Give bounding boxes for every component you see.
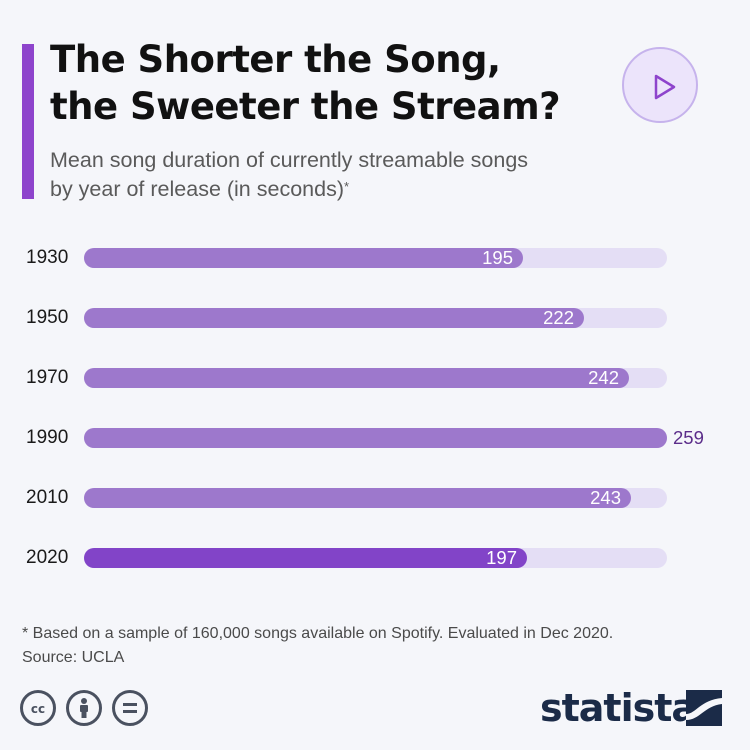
no-derivatives-icon[interactable] [112, 690, 148, 726]
category-label: 1970 [26, 367, 69, 388]
bar [84, 428, 667, 448]
footnote-note: * Based on a sample of 160,000 songs ava… [22, 625, 614, 642]
footnote-source: Source: UCLA [22, 649, 125, 666]
statista-logo[interactable]: statista [540, 684, 730, 732]
brand-name: statista [540, 686, 697, 730]
svg-text:cc: cc [31, 702, 45, 716]
category-label: 1950 [26, 307, 69, 328]
bar [84, 368, 629, 388]
category-label: 1930 [26, 247, 69, 268]
bar [84, 248, 523, 268]
bar-row-1930: 1930 195 [0, 246, 750, 270]
accent-bar [22, 44, 34, 199]
bar [84, 488, 631, 508]
footnote: * Based on a sample of 160,000 songs ava… [22, 622, 742, 670]
data-label: 197 [486, 547, 517, 568]
category-label: 1990 [26, 427, 69, 448]
chart-title: The Shorter the Song, the Sweeter the St… [50, 36, 610, 130]
data-label: 259 [673, 427, 704, 448]
footnote-marker: * [343, 179, 350, 194]
bar-row-1950: 1950 222 [0, 306, 750, 330]
chart-subtitle: Mean song duration of currently streamab… [50, 146, 690, 204]
data-label: 242 [588, 367, 619, 388]
subtitle-line-2-text: by year of release (in seconds) [50, 177, 344, 201]
data-label: 195 [482, 247, 513, 268]
bar-row-1970: 1970 242 [0, 366, 750, 390]
data-label: 222 [543, 307, 574, 328]
title-line-2: the Sweeter the Stream? [50, 85, 561, 128]
bar [84, 548, 527, 568]
cc-icon[interactable]: cc [20, 690, 56, 726]
category-label: 2010 [26, 487, 69, 508]
bar-row-1990: 1990 259 [0, 426, 750, 450]
bar [84, 308, 584, 328]
subtitle-line-2: by year of release (in seconds)* [50, 175, 690, 204]
subtitle-line-1: Mean song duration of currently streamab… [50, 148, 529, 172]
category-label: 2020 [26, 547, 69, 568]
bar-row-2020: 2020 197 [0, 546, 750, 570]
play-button[interactable] [622, 47, 698, 123]
attribution-icon[interactable] [66, 690, 102, 726]
play-icon [654, 74, 676, 100]
bar-row-2010: 2010 243 [0, 486, 750, 510]
title-line-1: The Shorter the Song, [50, 38, 501, 81]
statista-mark-icon [686, 690, 722, 726]
data-label: 243 [590, 487, 621, 508]
